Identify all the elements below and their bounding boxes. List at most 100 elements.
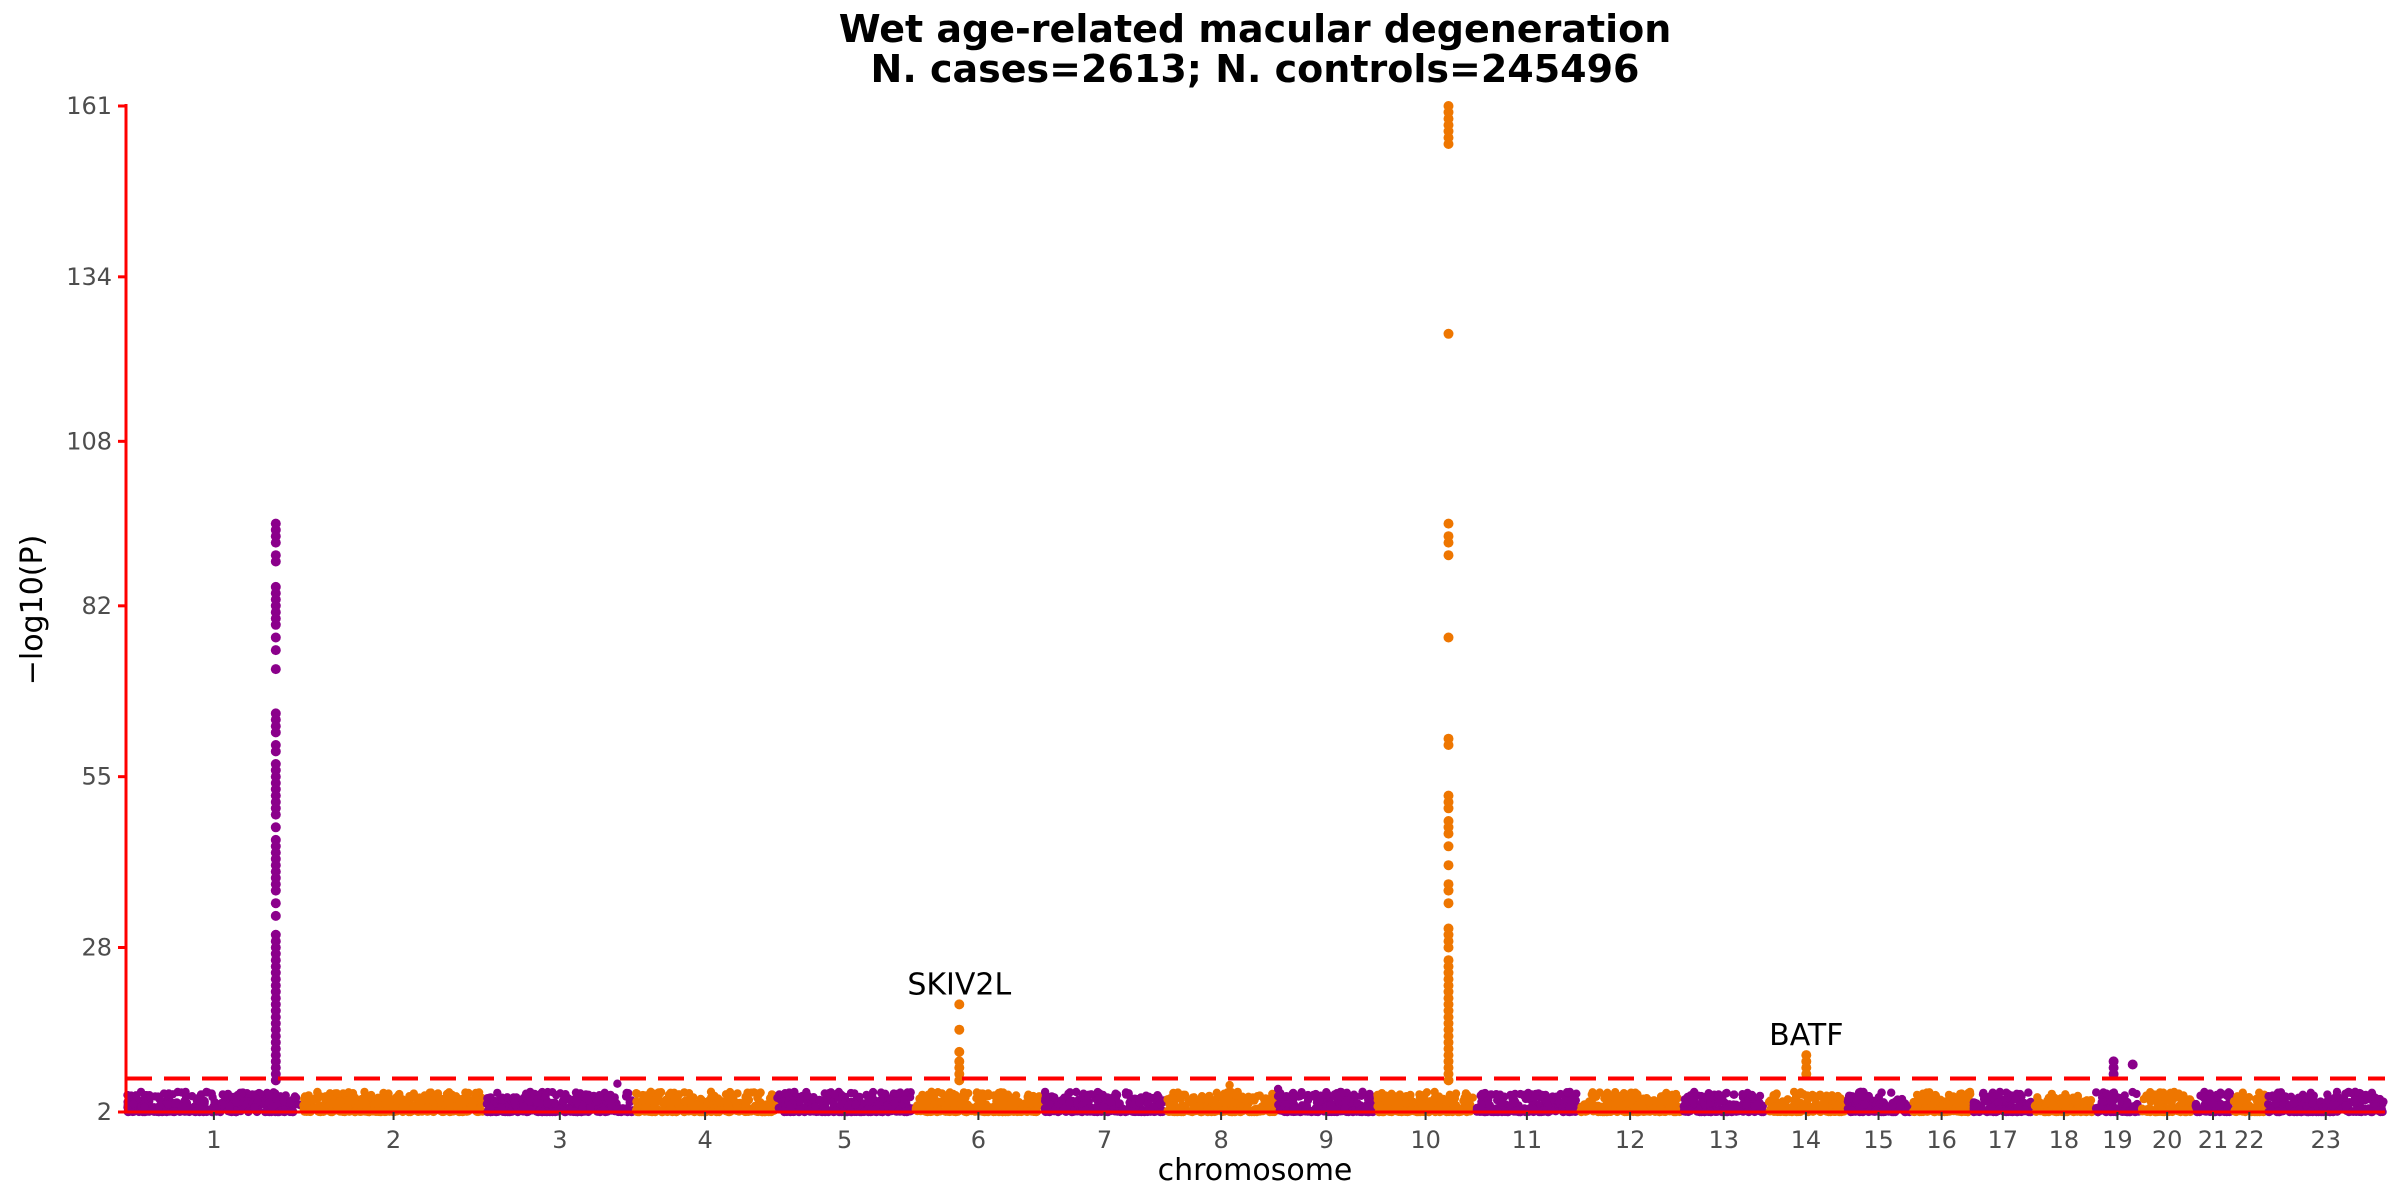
x-tick-label-chr22: 22	[2234, 1126, 2265, 1154]
x-tick-label-chr23: 23	[2310, 1126, 2341, 1154]
background-point-chr4	[741, 1093, 750, 1102]
background-point-chr1	[279, 1096, 288, 1105]
background-point-chr5	[876, 1088, 886, 1097]
background-point-chr12	[1655, 1098, 1665, 1108]
x-axis-ticks: 1 2 3 4 5 6 7 8 9 10 11 12 13 14 15 16 17 18 19 20 21 22 23	[206, 1112, 2341, 1154]
background-point-chr7	[1111, 1089, 1120, 1098]
background-point-chr10	[1430, 1087, 1439, 1097]
background-point-chr8	[1232, 1099, 1242, 1108]
background-point-chr17	[1994, 1098, 2003, 1107]
background-point-chr4	[731, 1098, 741, 1107]
x-tick-label-chr20: 20	[2152, 1126, 2183, 1154]
background-point-chr13	[1730, 1090, 1739, 1099]
background-point-chr5	[851, 1100, 860, 1109]
peak-point-chr10	[1443, 828, 1454, 839]
background-point-chr14	[1836, 1094, 1845, 1104]
peak-point-chr1	[270, 537, 281, 548]
background-point-chr3	[625, 1098, 634, 1107]
background-point-chr12	[1613, 1097, 1623, 1106]
background-point-chr18	[2086, 1096, 2096, 1105]
background-point-chr13	[1722, 1088, 1731, 1098]
background-point-chr23	[2298, 1090, 2308, 1100]
background-point-chr13	[1714, 1090, 1723, 1099]
background-point-chr14	[1777, 1101, 1786, 1111]
chart-title: Wet age-related macular degeneration	[839, 7, 1672, 51]
x-tick-label-chr8: 8	[1213, 1126, 1228, 1154]
background-point-chr6	[976, 1089, 985, 1098]
background-point-chr2	[320, 1094, 330, 1103]
background-point-chr3	[624, 1089, 633, 1098]
background-point-chr4	[666, 1090, 675, 1099]
background-point-chr1	[163, 1100, 173, 1109]
background-point-chr1	[140, 1102, 149, 1112]
x-tick-label-chr18: 18	[2049, 1126, 2080, 1154]
background-point-chr2	[313, 1087, 322, 1097]
background-point-chr7	[1099, 1103, 1109, 1112]
background-point-chr4	[725, 1087, 735, 1097]
peak-point-chr1	[270, 746, 281, 757]
background-point-chr10	[1450, 1094, 1460, 1103]
background-point-chr3	[550, 1098, 560, 1108]
background-point-chr5	[864, 1097, 874, 1106]
background-point-chr2	[385, 1096, 395, 1105]
background-point-chr8	[1238, 1092, 1247, 1101]
background-point-chr2	[367, 1090, 376, 1100]
peak-point-chr1	[270, 885, 281, 896]
background-point-chr23	[2346, 1088, 2355, 1098]
background-point-chr12	[1597, 1103, 1606, 1112]
background-point-chr20	[2167, 1091, 2176, 1100]
peak-point-chr6	[954, 1024, 965, 1035]
background-point-chr5	[795, 1097, 804, 1106]
y-axis-title: −log10(P)	[15, 535, 50, 686]
background-point-chr6	[1003, 1090, 1013, 1099]
background-point-chr11	[1477, 1100, 1486, 1109]
peak-point-chr10	[1443, 740, 1454, 750]
peak-point-chr1	[270, 556, 281, 567]
background-point-chr1	[200, 1097, 209, 1106]
background-point-chr4	[633, 1102, 642, 1112]
background-point-chr5	[890, 1099, 899, 1108]
background-point-chr4	[646, 1087, 655, 1097]
background-point-chr2	[423, 1103, 432, 1112]
background-point-chr11	[1477, 1089, 1487, 1099]
background-point-chr8	[1211, 1101, 1220, 1111]
background-point-chr17	[1978, 1090, 1988, 1099]
x-tick-label-chr15: 15	[1863, 1126, 1894, 1154]
background-point-chr6	[964, 1089, 973, 1098]
background-point-chr10	[1406, 1090, 1415, 1100]
peak-point-chr10	[1443, 885, 1454, 896]
background-point-chr23	[2290, 1099, 2299, 1108]
x-tick-label-chr21: 21	[2198, 1126, 2229, 1154]
background-point-chr7	[1135, 1098, 1144, 1107]
peak-point-chr1	[270, 910, 281, 921]
x-tick-label-chr19: 19	[2102, 1126, 2133, 1154]
background-point-chr7	[1041, 1091, 1051, 1100]
background-point-chr2	[346, 1095, 355, 1104]
background-point-chr3	[581, 1090, 591, 1099]
peak-point-chr1	[270, 898, 281, 909]
background-point-chr23	[2375, 1094, 2385, 1104]
background-point-chr5	[900, 1095, 909, 1105]
x-tick-label-chr4: 4	[697, 1126, 712, 1154]
peak-point-chr1	[270, 664, 281, 675]
y-tick-label: 108	[66, 427, 112, 455]
background-point-chr19	[2128, 1087, 2137, 1097]
background-point-chr4	[754, 1090, 763, 1100]
background-point-chr3	[510, 1097, 519, 1107]
peak-point-chr10	[1443, 550, 1454, 561]
background-point-chr7	[1057, 1096, 1067, 1105]
background-point-chr10	[1390, 1094, 1399, 1104]
background-point-chr7	[1072, 1087, 1081, 1097]
background-point-chr6	[977, 1096, 986, 1105]
background-point-chr21	[2225, 1089, 2235, 1098]
background-point-chr9	[1290, 1104, 1299, 1113]
background-point-chr8	[1225, 1080, 1234, 1090]
background-point-chr6	[915, 1094, 924, 1103]
background-point-chr6	[994, 1096, 1003, 1105]
background-point-chr8	[1173, 1088, 1183, 1097]
background-point-chr12	[1619, 1089, 1629, 1098]
x-tick-label-chr10: 10	[1410, 1126, 1441, 1154]
background-point-chr5	[896, 1088, 905, 1097]
background-point-chr6	[917, 1101, 926, 1111]
y-tick-label: 28	[81, 933, 112, 961]
